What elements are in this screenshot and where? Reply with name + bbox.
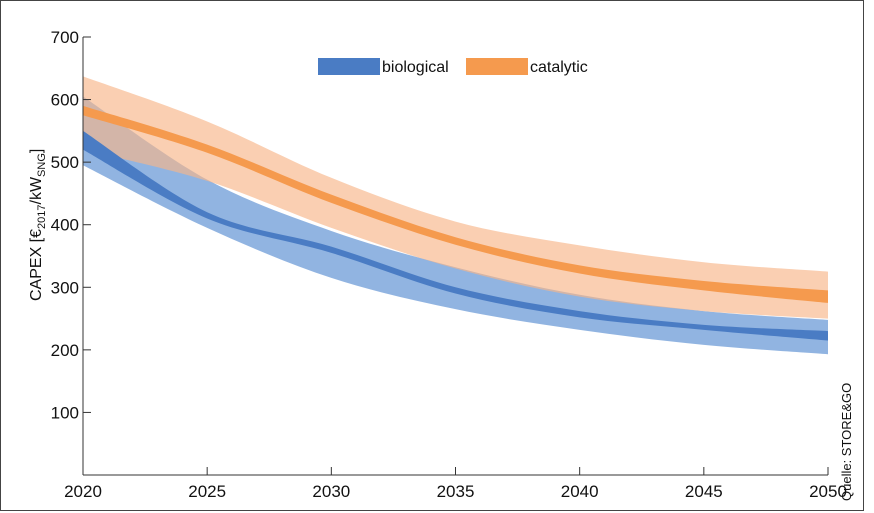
y-tick-label: 300 <box>51 278 79 297</box>
x-tick-label: 2025 <box>188 482 226 501</box>
x-tick-label: 2030 <box>312 482 350 501</box>
bands-layer <box>83 76 828 355</box>
y-tick-label: 400 <box>51 216 79 235</box>
legend: biological catalytic <box>318 58 588 76</box>
catalytic-range-band <box>83 76 828 319</box>
x-tick-label: 2040 <box>561 482 599 501</box>
x-tick-label: 2035 <box>437 482 475 501</box>
biological-legend-label: biological <box>382 59 449 76</box>
y-tick-label: 600 <box>51 91 79 110</box>
y-axis-title-part: /kW <box>28 176 45 204</box>
x-tick-label: 2045 <box>685 482 723 501</box>
y-axis-title-part: CAPEX [€ <box>28 229 45 301</box>
y-axis-title-part: ] <box>28 149 45 153</box>
catalytic-legend-label: catalytic <box>530 59 588 76</box>
y-axis-title-subscript: 2017 <box>36 204 48 228</box>
x-tick-label: 2050 <box>809 482 847 501</box>
y-tick-label: 100 <box>51 403 79 422</box>
x-tick-label: 2020 <box>64 482 102 501</box>
y-tick-label: 500 <box>51 153 79 172</box>
biological-legend-swatch <box>318 58 380 75</box>
y-axis-title: CAPEX [€2017/kWSNG] <box>28 149 48 301</box>
y-tick-label: 700 <box>51 28 79 47</box>
y-axis-title-subscript: SNG <box>36 153 48 177</box>
y-tick-label: 200 <box>51 341 79 360</box>
catalytic-legend-swatch <box>466 58 528 75</box>
axes-layer: 100 200 300 400 500 600 700 2020 2025 2030 2035 204… <box>51 28 847 501</box>
source-credit: Quelle: STORE&GO <box>839 382 854 501</box>
